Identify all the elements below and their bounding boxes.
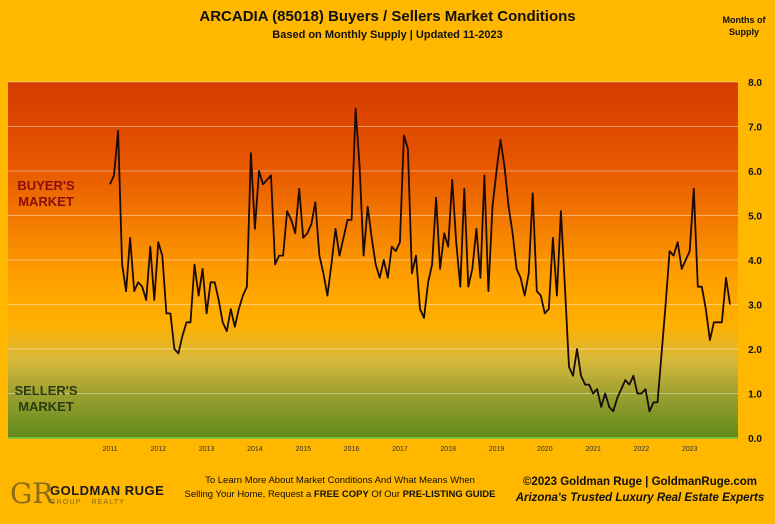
- logo-name: GOLDMAN RUGE: [50, 483, 165, 498]
- y-axis-label: Months of Supply: [722, 15, 766, 37]
- sellers-market-label: SELLER'S MARKET: [14, 383, 78, 414]
- x-tick-label: 2017: [392, 446, 408, 453]
- x-tick-label: 2018: [440, 446, 456, 453]
- y-tick-label: 1.0: [748, 390, 762, 401]
- y-tick-label: 8.0: [748, 78, 762, 89]
- x-tick-label: 2020: [537, 446, 553, 453]
- y-tick-label: 0.0: [748, 434, 762, 445]
- x-tick-label: 2022: [634, 446, 650, 453]
- x-tick-label: 2012: [151, 446, 167, 453]
- cta-text-a: Selling Your Home, Request a: [184, 489, 314, 500]
- company-logo: GR GOLDMAN RUGE GROUP · REALTY: [10, 474, 170, 514]
- x-tick-label: 2014: [247, 446, 263, 453]
- cta-text-b: Of Our: [368, 489, 403, 500]
- copyright-text: ©2023 Goldman Ruge | GoldmanRuge.com: [522, 476, 758, 488]
- y-tick-label: 2.0: [748, 345, 762, 356]
- cta-line-1: To Learn More About Market Conditions An…: [205, 475, 475, 486]
- x-tick-label: 2019: [489, 446, 505, 453]
- y-tick-label: 5.0: [748, 212, 762, 223]
- buyers-market-label: BUYER'S MARKET: [17, 178, 75, 209]
- supply-series-line: [109, 107, 731, 413]
- x-tick-label: 2021: [585, 446, 601, 453]
- y-tick-label: 3.0: [748, 301, 762, 312]
- y-tick-label: 6.0: [748, 167, 762, 178]
- x-tick-label: 2023: [682, 446, 698, 453]
- chart-subtitle: Based on Monthly Supply | Updated 11-202…: [272, 29, 503, 41]
- cta-line-2: Selling Your Home, Request a FREE COPY O…: [170, 488, 510, 502]
- y-tick-label: 7.0: [748, 123, 762, 134]
- x-tick-label: 2016: [344, 446, 360, 453]
- pre-listing-guide-cta: To Learn More About Market Conditions An…: [170, 474, 510, 502]
- logo-tagline: GROUP · REALTY: [50, 499, 126, 506]
- x-tick-label: 2011: [102, 446, 117, 453]
- gr-monogram-icon: GR: [10, 477, 54, 510]
- cta-free-copy: FREE COPY: [313, 489, 369, 500]
- x-tick-label: 2013: [199, 446, 215, 453]
- x-tick-label: 2015: [295, 446, 311, 453]
- y-tick-label: 4.0: [748, 256, 762, 267]
- company-tagline: Arizona's Trusted Luxury Real Estate Exp…: [515, 492, 765, 504]
- chart-title: ARCADIA (85018) Buyers / Sellers Market …: [199, 8, 576, 25]
- cta-guide-name: PRE-LISTING GUIDE: [402, 489, 496, 500]
